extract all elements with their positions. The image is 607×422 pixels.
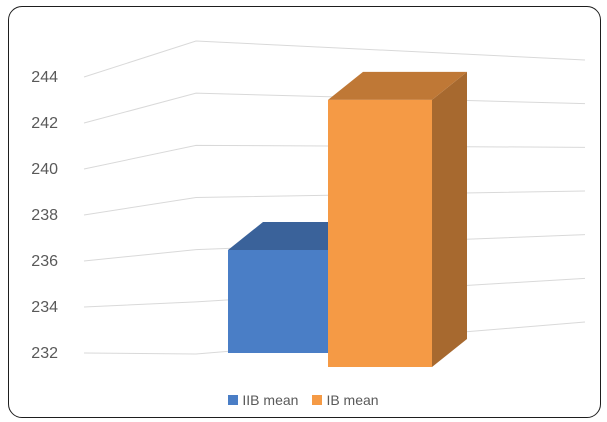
- bar-1-top: [328, 71, 467, 100]
- y-tick-label: 238: [31, 207, 58, 224]
- y-tick-label: 232: [31, 345, 58, 362]
- legend: IIB mean IB mean: [0, 392, 607, 408]
- legend-swatch-series-1: [312, 395, 323, 405]
- y-tick-label: 242: [31, 115, 58, 132]
- gridline: [83, 40, 586, 78]
- bar-0-iib-mean: [228, 250, 328, 353]
- legend-item-series-1: IB mean: [312, 392, 379, 408]
- y-tick-label: 236: [31, 253, 58, 270]
- bar-1-ib-mean: [328, 99, 432, 367]
- y-tick-label: 234: [31, 299, 58, 316]
- legend-label-series-0: IIB mean: [242, 392, 299, 408]
- bar-1-side: [432, 71, 467, 367]
- y-tick-label: 244: [31, 69, 58, 86]
- legend-label-series-1: IB mean: [326, 392, 379, 408]
- legend-item-series-0: IIB mean: [228, 392, 298, 408]
- legend-swatch-series-0: [228, 395, 239, 405]
- y-tick-label: 240: [31, 161, 58, 178]
